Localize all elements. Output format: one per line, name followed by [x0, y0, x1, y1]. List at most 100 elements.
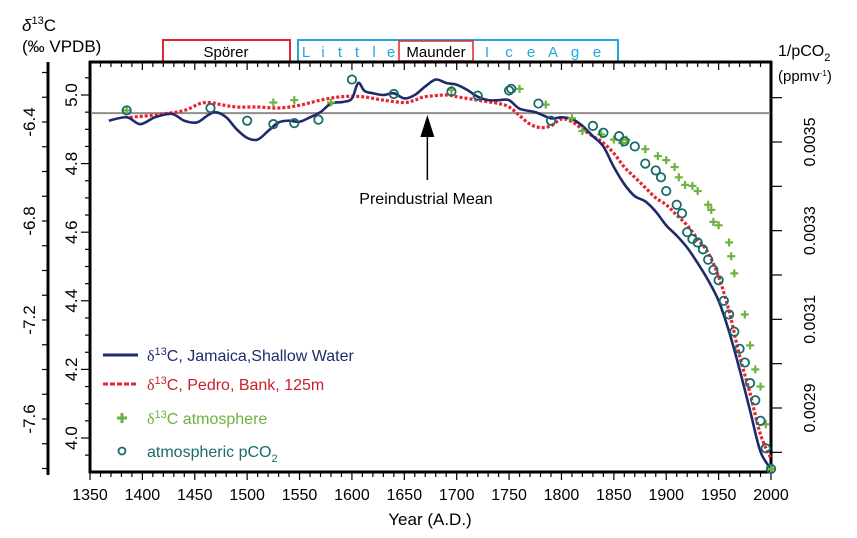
atmosphere-plus-marker — [751, 365, 760, 374]
x-tick-label: 1500 — [229, 487, 265, 504]
right-axis-tick-label: 0.0031 — [802, 295, 819, 344]
pco2-circle-marker — [472, 90, 483, 101]
legend-delta: δ — [147, 411, 155, 428]
outer-axis-tick-label: -6.4 — [20, 107, 39, 136]
x-tick-label: 2000 — [753, 487, 789, 504]
right-axis-units-sup: -1 — [820, 69, 828, 78]
inner-axis-tick-label: 4.8 — [62, 152, 81, 176]
legend-sub: 2 — [272, 453, 278, 465]
outer-axis-tick-label: -7.6 — [20, 404, 39, 433]
right-axis-title: 1/pCO2 — [778, 43, 830, 64]
atmosphere-plus-marker — [707, 205, 716, 214]
x-tick-label: 1550 — [282, 487, 318, 504]
x-tick-label: 1400 — [125, 487, 161, 504]
pco2-circle-marker — [205, 102, 216, 114]
atmosphere-plus-marker — [767, 464, 775, 473]
x-tick-label: 1950 — [701, 487, 737, 504]
inner-axis-tick-label: 5.0 — [62, 83, 81, 107]
atmosphere-plus-marker — [693, 187, 702, 196]
pco2-circle-marker — [708, 264, 719, 276]
pco2-circle-marker — [765, 463, 777, 474]
pco2-circle-marker — [718, 295, 729, 306]
legend: δ13C, Jamaica,Shallow Water δ13C, Pedro,… — [103, 346, 354, 465]
little-ice-age-letter: e — [387, 44, 395, 61]
annotation-label: Preindustrial Mean — [359, 191, 492, 208]
pco2-circle-marker — [703, 254, 714, 265]
legend-label-pco2: atmospheric pCO2 — [147, 444, 278, 465]
pco2-circle-marker — [682, 227, 693, 238]
legend-label-jamaica: δ13C, Jamaica,Shallow Water — [147, 346, 354, 365]
little-ice-age-letter: I — [485, 44, 489, 61]
left-axis-title-tail: C — [44, 16, 56, 35]
atmosphere-plus-marker — [670, 163, 679, 172]
pco2-circle-marker — [313, 114, 324, 125]
pco2-circle-marker — [242, 115, 253, 126]
atmosphere-plus-marker — [567, 114, 576, 123]
little-ice-age-letter: l — [372, 44, 375, 61]
atmosphere-plus-marker — [578, 127, 587, 136]
pco2-circle-marker — [692, 237, 703, 248]
legend-swatch-atmosphere — [117, 413, 127, 423]
little-ice-age-letter: g — [571, 44, 579, 61]
pco2-circle-marker — [650, 165, 661, 176]
atmosphere-plus-marker — [122, 106, 131, 115]
pco2-circle-marker — [760, 443, 771, 454]
pco2-circle-marker — [446, 86, 457, 97]
legend-sup: 13 — [155, 409, 167, 421]
pco2-circle-marker — [734, 343, 745, 354]
right-axis-units: (ppmv-1) — [778, 68, 832, 85]
little-ice-age-letter: c — [505, 44, 513, 61]
atmosphere-plus-marker — [681, 180, 690, 189]
legend-sup: 13 — [155, 375, 167, 387]
pco2-circle-marker — [713, 275, 724, 286]
pco2-circle-marker — [640, 158, 651, 169]
legend-tail: C atmosphere — [167, 411, 268, 428]
pco2-circle-marker — [739, 357, 750, 368]
right-axis-tick-label: 0.0033 — [802, 206, 819, 255]
x-tick-label: 1350 — [72, 487, 108, 504]
pco2-circle-marker — [697, 244, 709, 255]
right-axis-title-sub: 2 — [824, 52, 830, 64]
atmosphere-plus-marker — [746, 341, 755, 350]
little-ice-age-letter: i — [321, 44, 324, 61]
legend-tail: C, Jamaica,Shallow Water — [167, 348, 355, 365]
x-tick-label: 1700 — [439, 487, 475, 504]
right-axis-tick-label: 0.0029 — [802, 383, 819, 432]
pco2-circle-marker — [388, 88, 399, 100]
inner-axis-tick-label: 4.4 — [62, 289, 81, 313]
pco2-circle-marker — [503, 85, 515, 96]
pco2-circle-marker — [619, 136, 630, 147]
x-axis: 1350 1400 1450 1500 1550 1600 1650 1700 1750 1800… — [72, 472, 789, 504]
legend-main: atmospheric pCO — [147, 444, 272, 461]
atmosphere-plus-marker — [653, 152, 662, 161]
legend-delta: δ — [147, 348, 155, 365]
little-ice-age-letter: t — [355, 44, 360, 61]
inner-axis-tick-label: 4.6 — [62, 220, 81, 244]
little-ice-age-letter: e — [527, 44, 535, 61]
inner-axis-tick-label: 4.0 — [62, 426, 81, 450]
x-tick-label: 1900 — [648, 487, 684, 504]
right-axis-title-main: 1/pCO — [778, 43, 824, 60]
legend-delta: δ — [147, 377, 155, 394]
pco2-circle-marker — [289, 118, 300, 129]
atmosphere-plus-marker — [727, 252, 736, 261]
little-ice-age-letter: L — [302, 44, 310, 61]
atmosphere-plus-marker — [326, 98, 335, 107]
pco2-circle-marker — [506, 83, 517, 94]
pco2-circle-marker — [613, 131, 625, 142]
outer-axis-tick-label: -6.8 — [20, 206, 39, 235]
pco2-circle-marker — [750, 395, 761, 406]
maunder-period-label: Maunder — [406, 44, 465, 61]
atmosphere-plus-marker — [515, 84, 524, 93]
pco2-circle-marker — [661, 185, 672, 197]
atmosphere-plus-marker — [269, 98, 278, 107]
atmosphere-plus-marker — [730, 269, 739, 278]
atmosphere-plus-marker — [725, 238, 734, 247]
pco2-circle-marker — [121, 105, 132, 116]
atmosphere-plus-marker — [714, 221, 723, 230]
preindustrial-mean-annotation: Preindustrial Mean — [359, 115, 493, 208]
left-axis-title-sup: 13 — [31, 15, 43, 27]
